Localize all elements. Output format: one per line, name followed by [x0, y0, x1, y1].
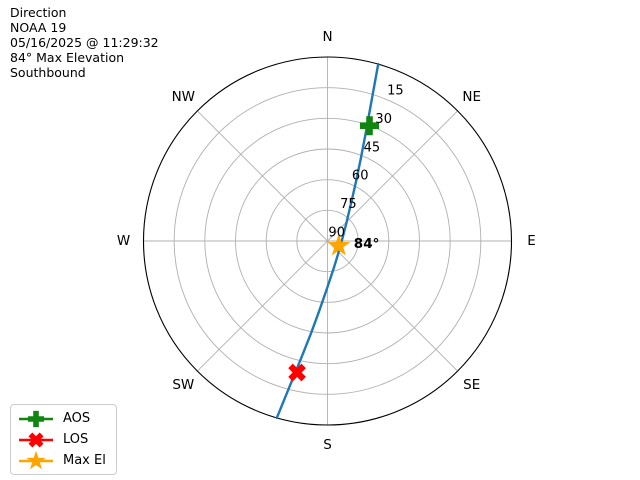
compass-label-n: N [322, 29, 332, 45]
compass-label-e: E [527, 233, 536, 249]
compass-label-ne: NE [462, 89, 481, 105]
los-x-icon [19, 431, 53, 448]
elevation-tick-label-30: 30 [375, 112, 392, 127]
compass-label-w: W [117, 233, 130, 249]
aos-plus-icon [19, 410, 53, 427]
legend-item-maxel: Max El [16, 450, 106, 471]
los-marker [288, 363, 306, 382]
satellite-name: NOAA 19 [10, 20, 67, 35]
max-el-star-icon [19, 450, 53, 469]
pass-title: Direction [10, 5, 67, 20]
legend-label-aos: AOS [63, 411, 91, 426]
pass-datetime: 05/16/2025 @ 11:29:32 [10, 35, 159, 50]
compass-label-sw: SW [172, 377, 194, 393]
legend-item-aos: AOS [16, 408, 106, 429]
compass-label-s: S [323, 437, 332, 453]
elevation-tick-label-90: 90 [328, 225, 345, 240]
compass-label-nw: NW [172, 89, 195, 105]
legend-marker-shape [26, 450, 46, 469]
elevation-tick-label-15: 15 [387, 84, 404, 99]
legend-item-los: LOS [16, 429, 106, 450]
aos-marker [360, 116, 379, 136]
compass-spoke-sw [197, 240, 328, 372]
elevation-tick-label-45: 45 [364, 140, 381, 155]
max-el-marker [327, 233, 351, 256]
elevation-tick-label-60: 60 [352, 169, 369, 184]
legend-label-los: LOS [63, 432, 89, 447]
pass-direction: Southbound [10, 65, 86, 80]
elevation-tick-label-75: 75 [340, 197, 357, 212]
max-el-annotation: 84° [354, 236, 380, 252]
pass-info-header: Direction NOAA 19 05/16/2025 @ 11:29:32 … [10, 5, 159, 80]
horizon-circle [142, 56, 513, 426]
legend-label-maxel: Max El [63, 453, 106, 468]
legend-marker-shape [27, 410, 45, 427]
legend-marker-shape [28, 431, 44, 448]
compass-label-se: SE [463, 377, 480, 393]
max-elevation-text: 84° Max Elevation [10, 50, 125, 65]
compass-spoke-nw [197, 110, 328, 242]
compass-spoke-ne [327, 110, 458, 242]
chart-legend: AOS LOS Max El [10, 404, 117, 475]
compass-spoke-se [327, 240, 458, 372]
